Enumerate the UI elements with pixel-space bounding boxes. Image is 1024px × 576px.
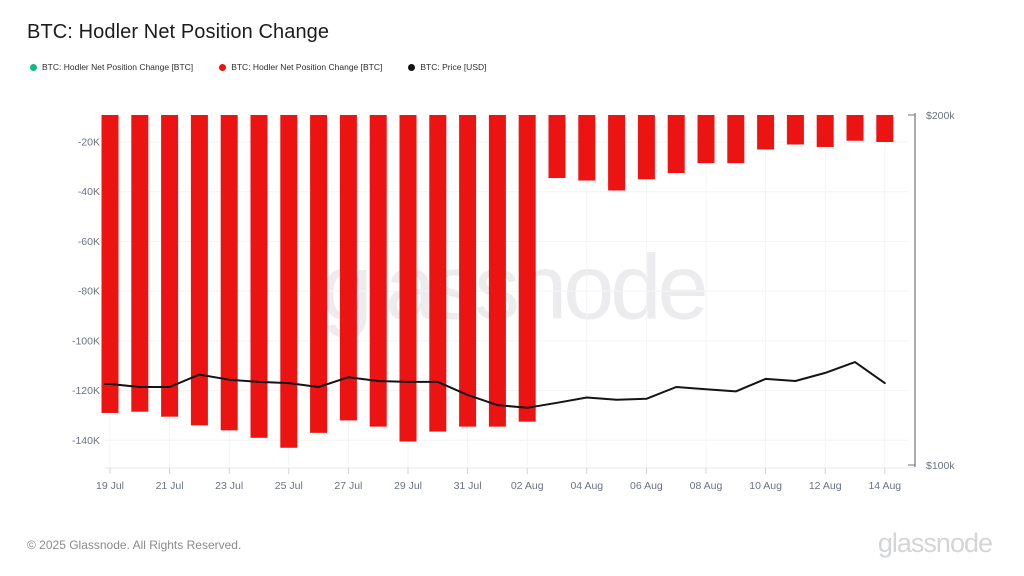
x-axis-tick-label: 04 Aug — [570, 480, 603, 492]
legend-item-hodler-green[interactable]: BTC: Hodler Net Position Change [BTC] — [30, 62, 193, 72]
x-axis-tick-label: 31 Jul — [454, 480, 482, 492]
bar-08-aug[interactable] — [697, 115, 715, 164]
chart-legend: BTC: Hodler Net Position Change [BTC] BT… — [30, 62, 487, 72]
legend-item-hodler-red[interactable]: BTC: Hodler Net Position Change [BTC] — [219, 62, 382, 72]
bar-21-jul[interactable] — [161, 115, 179, 417]
bar-28-jul[interactable] — [369, 115, 387, 427]
bar-27-jul[interactable] — [339, 115, 357, 421]
page-title: BTC: Hodler Net Position Change — [27, 21, 330, 43]
bar-09-aug[interactable] — [727, 115, 745, 164]
bar-03-aug[interactable] — [548, 115, 566, 179]
x-axis-tick-label: 14 Aug — [868, 480, 901, 492]
legend-label: BTC: Price [USD] — [420, 62, 487, 72]
copyright-text: © 2025 Glassnode. All Rights Reserved. — [27, 538, 242, 552]
bar-19-jul[interactable] — [101, 115, 119, 413]
legend-swatch-black-icon — [408, 63, 416, 71]
x-axis-tick-label: 02 Aug — [511, 480, 544, 492]
y-axis-left-tick-label: -60K — [78, 236, 100, 248]
bar-26-jul[interactable] — [310, 115, 328, 433]
y-axis-left-tick-label: -20K — [78, 137, 100, 149]
bar-13-aug[interactable] — [846, 115, 864, 141]
legend-swatch-green-icon — [30, 63, 37, 71]
x-axis-tick-label: 27 Jul — [334, 480, 362, 492]
bar-25-jul[interactable] — [280, 115, 298, 448]
bar-11-aug[interactable] — [786, 115, 804, 145]
x-axis-tick-label: 23 Jul — [215, 480, 243, 492]
x-axis-tick-label: 08 Aug — [690, 480, 723, 492]
y-axis-right-max-label: $200k — [926, 110, 955, 122]
bar-10-aug[interactable] — [757, 115, 775, 150]
bar-29-jul[interactable] — [399, 115, 417, 442]
y-axis-left-tick-label: -140K — [72, 435, 100, 447]
legend-label: BTC: Hodler Net Position Change [BTC] — [42, 62, 194, 72]
x-axis-tick-label: 25 Jul — [275, 480, 303, 492]
x-axis-tick-label: 21 Jul — [156, 480, 184, 492]
bar-31-jul[interactable] — [459, 115, 477, 427]
y-axis-right-min-label: $100k — [926, 460, 955, 472]
bar-05-aug[interactable] — [608, 115, 626, 191]
bar-12-aug[interactable] — [816, 115, 834, 147]
x-axis-tick-label: 10 Aug — [749, 480, 782, 492]
bar-06-aug[interactable] — [637, 115, 655, 180]
y-axis-left-tick-label: -100K — [72, 335, 100, 347]
bar-14-aug[interactable] — [876, 115, 894, 142]
x-axis-tick-label: 06 Aug — [630, 480, 663, 492]
y-axis-left-tick-label: -120K — [72, 385, 100, 397]
bar-20-jul[interactable] — [131, 115, 149, 412]
x-axis-tick-label: 19 Jul — [96, 480, 124, 492]
y-axis-left-tick-label: -80K — [78, 286, 100, 298]
glassnode-logo: glassnode — [877, 528, 993, 558]
x-axis-tick-label: 12 Aug — [809, 480, 842, 492]
bar-02-aug[interactable] — [518, 115, 536, 422]
price-line[interactable] — [104, 361, 886, 409]
bar-22-jul[interactable] — [190, 115, 208, 426]
bar-24-jul[interactable] — [250, 115, 268, 438]
bar-30-jul[interactable] — [429, 115, 447, 432]
legend-item-price[interactable]: BTC: Price [USD] — [408, 62, 487, 72]
bar-04-aug[interactable] — [578, 115, 596, 181]
bar-01-aug[interactable] — [488, 115, 506, 427]
bar-23-jul[interactable] — [220, 115, 238, 431]
x-axis-tick-label: 29 Jul — [394, 480, 422, 492]
legend-label: BTC: Hodler Net Position Change [BTC] — [231, 62, 383, 72]
bar-07-aug[interactable] — [667, 115, 685, 174]
legend-swatch-red-icon — [219, 63, 227, 71]
y-axis-left-tick-label: -40K — [78, 186, 100, 198]
